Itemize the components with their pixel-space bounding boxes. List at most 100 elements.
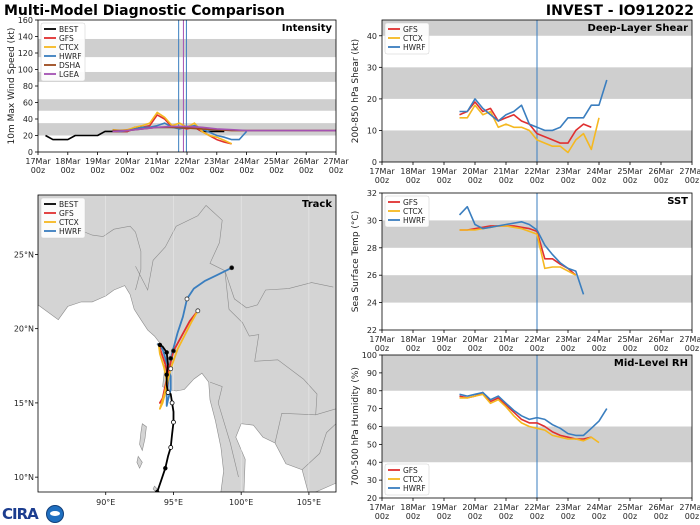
gfs-point-mark [171, 348, 176, 354]
track-lat-label-1: 15°N [14, 399, 34, 408]
rh-xtick-date-6: 23Mar [555, 503, 581, 512]
rh-xtick-hour-6: 00z [561, 512, 575, 521]
rh-ytick-label-2: 40 [367, 458, 377, 467]
shear-ytick-label-2: 20 [367, 95, 377, 104]
sst-xtick-hour-5: 00z [530, 344, 544, 353]
rh-title: Mid-Level RH [614, 358, 688, 369]
sst-xtick-date-6: 23Mar [555, 335, 581, 344]
rh-xtick-date-7: 24Mar [586, 503, 612, 512]
track-lon-label-2: 100°E [229, 498, 253, 507]
shear-series-hwrf [459, 79, 608, 132]
shear-title: Deep-Layer Shear [588, 23, 689, 34]
intensity-xtick-hour-7: 00z [239, 166, 253, 175]
intensity-ytick-label-6: 120 [18, 49, 33, 58]
rh-series-hwrf [459, 391, 608, 437]
rh-xtick-date-1: 18Mar [400, 503, 426, 512]
intensity-ytick-label-7: 140 [18, 33, 33, 42]
intensity-xtick-hour-10: 00z [329, 166, 343, 175]
sst-xtick-date-3: 20Mar [462, 335, 488, 344]
track-lon-label-1: 95°E [164, 498, 183, 507]
shear-xtick-date-2: 19Mar [431, 167, 457, 176]
intensity-xtick-date-2: 19Mar [85, 157, 111, 166]
track-title: Track [302, 199, 332, 210]
sst-xtick-hour-2: 00z [437, 344, 451, 353]
figure-title: Multi-Model Diagnostic Comparison [4, 3, 285, 19]
storm-id: INVEST - IO912022 [545, 3, 694, 19]
shear-xtick-hour-4: 00z [499, 176, 513, 185]
intensity-xtick-date-5: 22Mar [174, 157, 200, 166]
rh-xtick-date-3: 20Mar [462, 503, 488, 512]
sst-xtick-date-8: 25Mar [617, 335, 643, 344]
rh-ytick-label-0: 20 [367, 494, 377, 503]
intensity-legend-label-best: BEST [59, 25, 79, 34]
intensity-xtick-date-10: 27Mar [323, 157, 349, 166]
intensity-ytick-label-1: 20 [23, 132, 33, 141]
rh-xtick-hour-3: 00z [468, 512, 482, 521]
shear-legend-label-ctcx: CTCX [403, 34, 423, 43]
border-6 [274, 408, 336, 444]
track-lat-label-0: 10°N [14, 473, 34, 482]
intensity-legend-label-dsha: DSHA [59, 61, 81, 70]
logo-text: CIRA [2, 505, 39, 523]
intensity-xtick-date-7: 24Mar [234, 157, 260, 166]
rh-legend-label-hwrf: HWRF [403, 484, 426, 493]
sst-ytick-label-1: 24 [367, 299, 377, 308]
shear-ytick-label-4: 40 [367, 32, 377, 41]
intensity-series-lgea [112, 125, 336, 133]
sst-xtick-date-2: 19Mar [431, 335, 457, 344]
shear-xtick-date-1: 18Mar [400, 167, 426, 176]
sst-xtick-date-9: 26Mar [648, 335, 674, 344]
sst-title: SST [667, 196, 688, 207]
intensity-ytick-label-3: 60 [23, 99, 33, 108]
track-legend-label-gfs: GFS [59, 209, 74, 218]
intensity-xtick-hour-0: 00z [31, 166, 45, 175]
rh-xtick-hour-2: 00z [437, 512, 451, 521]
rh-xtick-date-0: 17Mar [369, 503, 395, 512]
sst-xtick-hour-3: 00z [468, 344, 482, 353]
sst-xtick-hour-7: 00z [592, 344, 606, 353]
sst-ytick-label-4: 30 [367, 216, 377, 225]
chart-track: 10°N 15°N 20°N 25°N 90°E 95°E 100°E 105°E Track B… [14, 194, 337, 507]
rh-series-ctcx [459, 393, 600, 444]
track-legend-label-hwrf: HWRF [59, 227, 82, 236]
shear-xtick-date-5: 22Mar [524, 167, 550, 176]
border-1 [135, 232, 142, 291]
sst-ylabel: Sea Surface Temp (°C) [351, 211, 361, 312]
rh-ytick-label-8: 100 [362, 351, 377, 360]
shear-ylabel: 200-850 hPa Shear (kt) [351, 39, 361, 143]
sst-xtick-hour-0: 00z [375, 344, 389, 353]
track-legend-label-ctcx: CTCX [59, 218, 79, 227]
intensity-xtick-date-0: 17Mar [25, 157, 51, 166]
intensity-xtick-date-9: 26Mar [294, 157, 320, 166]
best-point-2 [163, 466, 168, 471]
shear-xtick-hour-10: 00z [685, 176, 699, 185]
track-lat-label-3: 25°N [14, 250, 34, 259]
rh-xtick-hour-9: 00z [654, 512, 668, 521]
sst-ytick-label-2: 26 [367, 271, 377, 280]
best-point-12 [164, 372, 169, 377]
border-3 [205, 205, 334, 309]
intensity-xtick-hour-6: 00z [210, 166, 224, 175]
track-legend-label-best: BEST [59, 200, 79, 209]
best-point-14 [164, 350, 169, 355]
sst-xtick-hour-8: 00z [623, 344, 637, 353]
rh-xtick-hour-8: 00z [623, 512, 637, 521]
track-legend-box [40, 197, 86, 239]
rh-xtick-hour-10: 00z [685, 512, 699, 521]
intensity-xtick-date-4: 21Mar [145, 157, 171, 166]
intensity-band-1 [38, 99, 336, 111]
intensity-ylabel: 10m Max Wind Speed (kt) [7, 28, 17, 145]
chart-intensity: 02040608010012014016017Mar00z18Mar00z19M… [7, 16, 349, 175]
track-frame [37, 194, 337, 493]
land-1 [139, 423, 147, 452]
sst-xtick-date-4: 21Mar [493, 335, 519, 344]
rh-xtick-hour-1: 00z [406, 512, 420, 521]
rh-xtick-hour-0: 00z [375, 512, 389, 521]
rh-legend-label-gfs: GFS [403, 466, 418, 475]
sst-xtick-date-10: 27Mar [679, 335, 700, 344]
rh-xtick-hour-4: 00z [499, 512, 513, 521]
intensity-xtick-date-8: 25Mar [264, 157, 290, 166]
sst-xtick-hour-1: 00z [406, 344, 420, 353]
